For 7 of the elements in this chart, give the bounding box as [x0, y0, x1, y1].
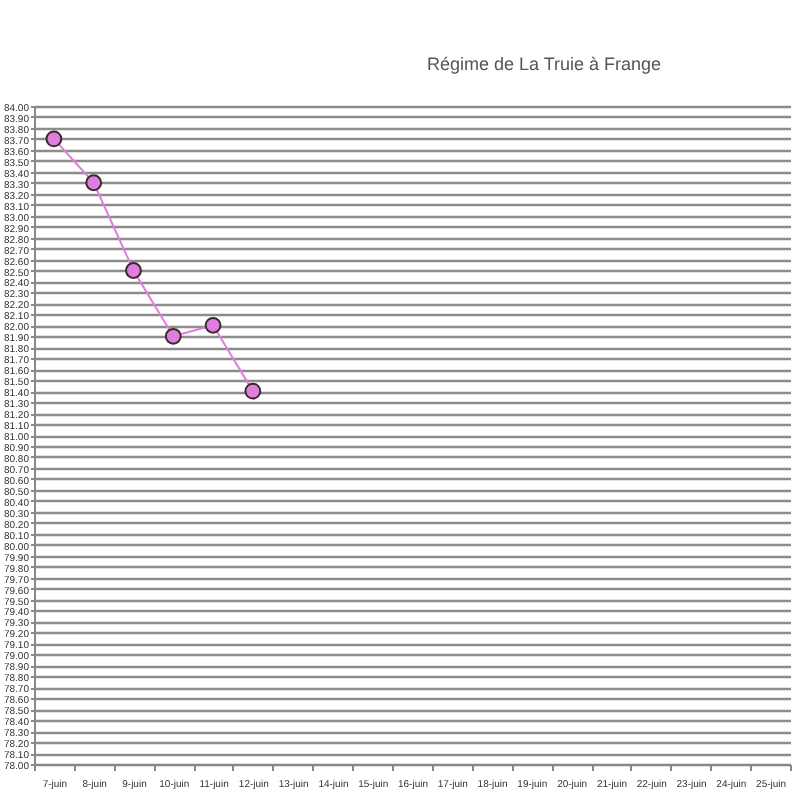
point	[85, 174, 103, 192]
point	[125, 262, 142, 279]
point	[164, 327, 182, 345]
point	[244, 382, 262, 400]
point	[204, 316, 222, 334]
chart-title: Régime de La Truie à Frange	[426, 54, 662, 74]
point	[45, 130, 63, 148]
